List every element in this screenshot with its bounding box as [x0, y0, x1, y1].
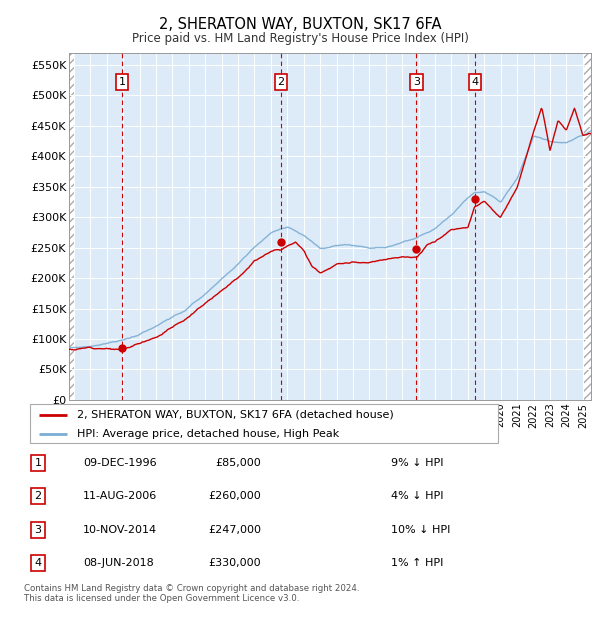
Text: HPI: Average price, detached house, High Peak: HPI: Average price, detached house, High…	[77, 428, 339, 438]
Text: 3: 3	[413, 78, 420, 87]
Text: 2: 2	[35, 492, 41, 502]
Text: 2, SHERATON WAY, BUXTON, SK17 6FA: 2, SHERATON WAY, BUXTON, SK17 6FA	[159, 17, 441, 32]
Text: 2: 2	[277, 78, 284, 87]
Bar	[583, 53, 591, 400]
Text: 3: 3	[35, 525, 41, 534]
Bar	[69, 53, 74, 400]
Text: £260,000: £260,000	[208, 492, 261, 502]
Text: 09-DEC-1996: 09-DEC-1996	[83, 458, 157, 468]
Text: 1% ↑ HPI: 1% ↑ HPI	[391, 558, 443, 568]
Text: 1: 1	[35, 458, 41, 468]
FancyBboxPatch shape	[30, 404, 498, 443]
Text: 10-NOV-2014: 10-NOV-2014	[83, 525, 157, 534]
Text: 9% ↓ HPI: 9% ↓ HPI	[391, 458, 443, 468]
Text: Contains HM Land Registry data © Crown copyright and database right 2024.
This d: Contains HM Land Registry data © Crown c…	[24, 584, 359, 603]
Text: 08-JUN-2018: 08-JUN-2018	[83, 558, 154, 568]
Text: 10% ↓ HPI: 10% ↓ HPI	[391, 525, 450, 534]
Text: Price paid vs. HM Land Registry's House Price Index (HPI): Price paid vs. HM Land Registry's House …	[131, 32, 469, 45]
Text: 4: 4	[472, 78, 479, 87]
Text: 4: 4	[35, 558, 41, 568]
Text: 1: 1	[119, 78, 125, 87]
Text: 4% ↓ HPI: 4% ↓ HPI	[391, 492, 443, 502]
Text: £247,000: £247,000	[208, 525, 261, 534]
Text: 2, SHERATON WAY, BUXTON, SK17 6FA (detached house): 2, SHERATON WAY, BUXTON, SK17 6FA (detac…	[77, 410, 394, 420]
Text: 11-AUG-2006: 11-AUG-2006	[83, 492, 157, 502]
Text: £85,000: £85,000	[215, 458, 261, 468]
Text: £330,000: £330,000	[208, 558, 261, 568]
